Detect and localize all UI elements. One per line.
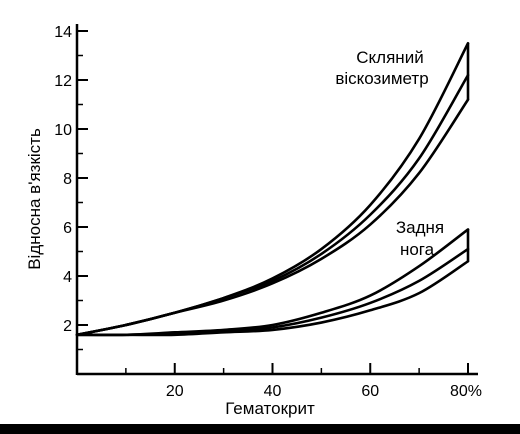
y-tick-label: 2: [63, 318, 72, 335]
axes: [75, 24, 478, 376]
series-lines: [75, 41, 470, 337]
glass-viscometer-label-line1: Скляний: [356, 48, 423, 67]
x-tick-label: 80%: [450, 383, 482, 400]
hind-leg-label-line2: нога: [400, 240, 435, 259]
glass-viscometer-curve-2: [75, 73, 470, 337]
y-tick-label: 10: [54, 122, 72, 139]
glass-viscometer-label-line2: віскозиметр: [335, 69, 428, 88]
y-tick-label: 6: [63, 220, 72, 237]
bottom-rule: [0, 424, 520, 434]
glass-viscometer-curve-3: [75, 98, 470, 337]
hind-leg-curve-3: [75, 260, 470, 337]
y-axis-label: Відносна в'язкість: [25, 128, 44, 270]
y-tick-label: 14: [54, 24, 72, 41]
y-tick-label: 8: [63, 171, 72, 188]
y-tick-label: 12: [54, 73, 72, 90]
x-tick-label: 60: [361, 383, 379, 400]
x-axis-label: Гематокрит: [225, 399, 315, 418]
x-tick-label: 20: [166, 383, 184, 400]
ticks: [77, 30, 469, 374]
hind-leg-label-line1: Задня: [396, 218, 444, 237]
x-tick-label: 40: [264, 383, 282, 400]
y-tick-label: 4: [63, 269, 72, 286]
tick-labels: 2 4 6 8 10 12 14 20 40 60 80%: [54, 24, 482, 400]
